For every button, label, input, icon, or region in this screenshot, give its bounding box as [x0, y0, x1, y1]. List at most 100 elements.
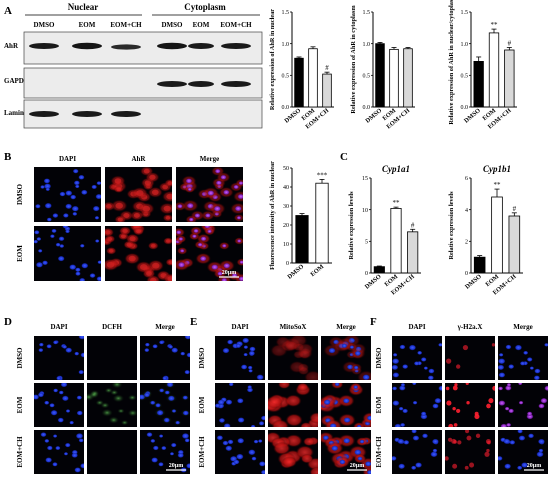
nucleus: [74, 467, 82, 473]
nucleus: [46, 445, 53, 451]
nucleus: [35, 203, 41, 209]
nucleus: [186, 202, 194, 209]
nucleus: [408, 344, 417, 351]
nucleus: [170, 442, 177, 448]
nucleus: [236, 398, 244, 404]
nucleus: [95, 193, 101, 200]
nucleus: [37, 248, 43, 253]
significance-label: **: [494, 181, 502, 189]
micrograph-tile: [140, 383, 190, 427]
significance-label: #: [513, 205, 517, 213]
nucleus-stain: [136, 190, 144, 197]
nucleus: [46, 217, 52, 222]
panel-letter-c: C: [340, 151, 348, 163]
nucleus: [185, 178, 193, 184]
nucleus: [155, 403, 161, 408]
cells: [321, 431, 371, 474]
nucleus: [411, 383, 417, 386]
nucleus: [421, 433, 429, 439]
nucleus-stain: [133, 213, 140, 218]
chart-title: Cyp1b1: [483, 164, 511, 174]
nucleus: [164, 390, 170, 395]
nucleus: [194, 213, 201, 219]
micrograph-tile: [498, 383, 548, 427]
category-label: DMSO: [286, 263, 305, 281]
cells: [268, 431, 318, 474]
nucleus: [353, 385, 359, 390]
nucleus: [253, 439, 259, 444]
h2ax-focus: [485, 439, 491, 445]
nucleus-stain: [163, 205, 171, 212]
nucleus: [518, 435, 526, 441]
nucleus: [225, 445, 233, 452]
nucleus: [171, 409, 177, 413]
y-axis-label: Relative expression of AhR in nuclear/cy…: [448, 0, 455, 125]
nucleus: [339, 459, 346, 465]
nucleus: [43, 183, 52, 190]
nucleus: [45, 187, 51, 192]
h2ax-focus: [465, 383, 469, 386]
y-tick-label: 10: [283, 242, 289, 248]
nucleus: [180, 351, 186, 356]
nucleus-stain: [150, 277, 157, 281]
nucleus: [40, 185, 45, 189]
micrograph-tile: [445, 336, 495, 380]
nucleus: [193, 228, 199, 234]
nucleus: [69, 420, 75, 425]
nucleus: [62, 344, 68, 349]
nucleus: [156, 409, 164, 416]
nucleus: [343, 437, 351, 444]
nucleus-stain: [150, 243, 156, 248]
cells: [146, 432, 190, 473]
column-label: DAPI: [408, 323, 425, 331]
y-tick-label: 0: [286, 261, 289, 267]
micrograph-tile: [34, 430, 84, 474]
nucleus: [96, 276, 101, 281]
nucleus: [420, 411, 427, 416]
h2ax-focus: [465, 430, 470, 434]
row-label: EOM+CH: [375, 436, 383, 468]
y-axis-label: Relative expression of AhR in nuclear: [269, 9, 276, 110]
y-axis-label: Fluorescence intensity of AhR in nuclear: [269, 161, 276, 270]
nucleus: [80, 463, 84, 469]
nucleus: [218, 417, 226, 424]
h2ax-focus: [446, 358, 452, 364]
column-label: MitoSoX: [280, 323, 307, 331]
cells: [176, 226, 243, 281]
nucleus: [55, 242, 61, 247]
h2ax-focus: [445, 456, 449, 461]
y-tick-label: 1.0: [363, 42, 371, 48]
nucleus-stain: [167, 181, 172, 186]
nucleus: [529, 366, 535, 370]
nucleus: [65, 190, 73, 197]
nucleus: [151, 457, 159, 463]
nucleus: [517, 383, 523, 386]
nucleus: [260, 415, 265, 421]
nucleus: [69, 264, 77, 271]
nucleus-stain: [123, 213, 130, 219]
mito-signal: [268, 395, 283, 409]
y-tick-label: 10: [362, 208, 368, 214]
nucleus: [53, 388, 59, 393]
h2ax-focus: [445, 386, 450, 391]
nucleus: [234, 205, 242, 212]
bar: [473, 61, 484, 108]
nucleus: [366, 469, 371, 474]
mito-signal: [353, 422, 366, 427]
nucleus-stain: [108, 248, 114, 253]
nucleus: [223, 423, 231, 427]
micrograph-background: [445, 336, 495, 380]
nucleus-stain: [151, 189, 159, 195]
nucleus: [236, 215, 242, 220]
cells: [392, 430, 439, 470]
cells: [34, 226, 101, 281]
nucleus: [402, 364, 409, 370]
nucleus: [94, 239, 100, 243]
nucleus: [498, 400, 506, 407]
column-label: Merge: [336, 323, 355, 331]
ros-signal: [120, 419, 129, 426]
nucleus: [527, 433, 535, 439]
nucleus: [538, 403, 545, 409]
h2ax-focus: [456, 364, 461, 369]
micrograph-tile: [392, 430, 442, 474]
